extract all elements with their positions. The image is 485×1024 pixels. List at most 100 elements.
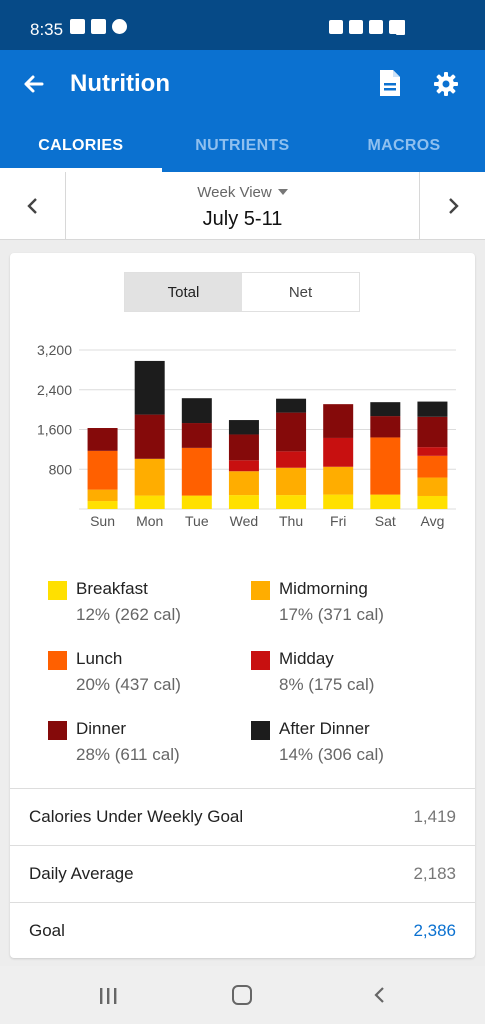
home-icon[interactable] bbox=[232, 985, 252, 1005]
calories-bar-chart: 3,200 2,400 1,600 800 Sun Mon Tue Wed Thu Fri Sat A… bbox=[37, 342, 456, 529]
bar-segment-after-dinner bbox=[134, 360, 165, 415]
bar-segment-midday bbox=[228, 460, 259, 472]
goal-value-link[interactable]: 2,386 bbox=[413, 921, 456, 940]
calories-card: Total Net 3,200 2,400 1,600 800 Sun Mon Tue Wed… bbox=[10, 253, 475, 958]
bar-segment-breakfast bbox=[181, 495, 212, 509]
bar-segment-midmorning bbox=[323, 466, 354, 495]
notification-icons bbox=[70, 19, 127, 34]
legend-swatch bbox=[251, 721, 270, 740]
bar-segment-lunch bbox=[87, 450, 118, 490]
stat-row-daily-average[interactable]: Daily Average 2,183 bbox=[10, 845, 475, 902]
week-view-dropdown[interactable]: Week View bbox=[66, 184, 419, 201]
bar-segment-dinner bbox=[323, 404, 354, 438]
legend-name: Lunch bbox=[76, 649, 123, 668]
bar-segment-breakfast bbox=[134, 495, 165, 509]
tab-bar: CALORIES NUTRIENTS MACROS bbox=[0, 120, 485, 172]
bar-segment-lunch bbox=[417, 455, 448, 478]
total-net-toggle: Total Net bbox=[124, 272, 360, 312]
legend-name: Midmorning bbox=[279, 579, 368, 598]
legend-value: 14% (306 cal) bbox=[279, 745, 384, 764]
bar-segment-breakfast bbox=[276, 495, 307, 509]
stat-value: 1,419 bbox=[413, 807, 456, 826]
chevron-right-icon bbox=[448, 198, 459, 214]
alarm-icon bbox=[329, 20, 343, 34]
system-icons bbox=[329, 20, 403, 34]
legend-item-lunch: Lunch 20% (437 cal) bbox=[48, 643, 248, 694]
bar-segment-midday bbox=[323, 437, 354, 467]
x-tick-label: Thu bbox=[279, 513, 303, 529]
stat-label: Calories Under Weekly Goal bbox=[29, 807, 244, 826]
net-toggle-button[interactable]: Net bbox=[288, 283, 313, 301]
bar-segment-dinner bbox=[276, 412, 307, 452]
y-tick-label: 1,600 bbox=[37, 422, 72, 438]
previous-week-button[interactable] bbox=[0, 172, 66, 240]
x-tick-label: Wed bbox=[230, 513, 259, 529]
next-week-button[interactable] bbox=[419, 172, 485, 240]
legend-swatch bbox=[251, 651, 270, 670]
x-tick-label: Fri bbox=[330, 513, 346, 529]
bar-segment-after-dinner bbox=[228, 420, 259, 435]
week-range: July 5-11 bbox=[202, 208, 283, 230]
stat-row-under-goal[interactable]: Calories Under Weekly Goal 1,419 bbox=[10, 788, 475, 845]
week-selector: Week View July 5-11 bbox=[0, 172, 485, 240]
legend-value: 28% (611 cal) bbox=[76, 745, 180, 764]
stat-label: Goal bbox=[29, 921, 65, 940]
legend-item-dinner: Dinner 28% (611 cal) bbox=[48, 713, 248, 764]
arrow-left-icon[interactable] bbox=[18, 68, 50, 100]
wifi-icon bbox=[369, 20, 383, 34]
x-tick-label: Avg bbox=[421, 513, 445, 529]
bar-segment-breakfast bbox=[417, 495, 448, 509]
mute-icon bbox=[349, 20, 363, 34]
legend-swatch bbox=[48, 651, 67, 670]
app-notification-icon bbox=[112, 19, 127, 34]
stat-label: Daily Average bbox=[29, 864, 134, 883]
y-tick-label: 2,400 bbox=[37, 382, 72, 398]
x-tick-label: Mon bbox=[136, 513, 163, 529]
legend-name: Dinner bbox=[76, 719, 127, 738]
tab-macros[interactable]: MACROS bbox=[367, 137, 441, 154]
document-icon[interactable] bbox=[378, 68, 402, 98]
bar-segment-dinner bbox=[417, 416, 448, 448]
tab-nutrients[interactable]: NUTRIENTS bbox=[195, 137, 290, 154]
bar-segment-dinner bbox=[87, 428, 118, 451]
gallery-icon bbox=[70, 19, 85, 34]
bar-segment-breakfast bbox=[370, 494, 401, 509]
back-icon[interactable] bbox=[372, 986, 386, 1004]
legend-value: 12% (262 cal) bbox=[76, 605, 181, 624]
legend-item-breakfast: Breakfast 12% (262 cal) bbox=[48, 573, 248, 624]
x-tick-label: Tue bbox=[185, 513, 209, 529]
bar-segment-after-dinner bbox=[181, 398, 212, 424]
status-bar: 8:35 bbox=[0, 0, 485, 50]
legend-swatch bbox=[48, 581, 67, 600]
legend-item-midmorning: Midmorning 17% (371 cal) bbox=[251, 573, 451, 624]
stat-row-goal[interactable]: Goal 2,386 bbox=[10, 902, 475, 958]
chevron-left-icon bbox=[26, 198, 37, 214]
stat-value: 2,183 bbox=[413, 864, 456, 883]
app-bar: Nutrition bbox=[0, 50, 485, 120]
bar-segment-breakfast bbox=[228, 495, 259, 509]
bar-segment-after-dinner bbox=[370, 402, 401, 417]
bar-segment-midmorning bbox=[87, 489, 118, 502]
bar-segment-dinner bbox=[181, 423, 212, 448]
bar-segment-after-dinner bbox=[276, 398, 307, 413]
legend-name: Breakfast bbox=[76, 579, 148, 598]
total-toggle-button[interactable]: Total bbox=[125, 273, 242, 311]
bar-segment-after-dinner bbox=[417, 401, 448, 417]
activity-icon bbox=[91, 19, 106, 34]
recent-apps-icon[interactable] bbox=[98, 987, 118, 1005]
bar-segment-midmorning bbox=[417, 477, 448, 496]
y-tick-label: 3,200 bbox=[37, 342, 72, 358]
bar-segment-midmorning bbox=[276, 467, 307, 496]
caret-down-icon bbox=[277, 189, 288, 195]
bar-segment-dinner bbox=[370, 416, 401, 438]
gear-icon[interactable] bbox=[432, 70, 460, 98]
battery-icon bbox=[396, 20, 405, 35]
y-tick-label: 800 bbox=[49, 461, 73, 477]
tab-calories[interactable]: CALORIES bbox=[0, 120, 162, 172]
page-title: Nutrition bbox=[70, 70, 170, 97]
legend-swatch bbox=[48, 721, 67, 740]
x-tick-label: Sat bbox=[375, 513, 396, 529]
bar-segment-midday bbox=[276, 451, 307, 468]
week-view-label: Week View bbox=[197, 184, 272, 201]
bar-segment-breakfast bbox=[323, 494, 354, 509]
